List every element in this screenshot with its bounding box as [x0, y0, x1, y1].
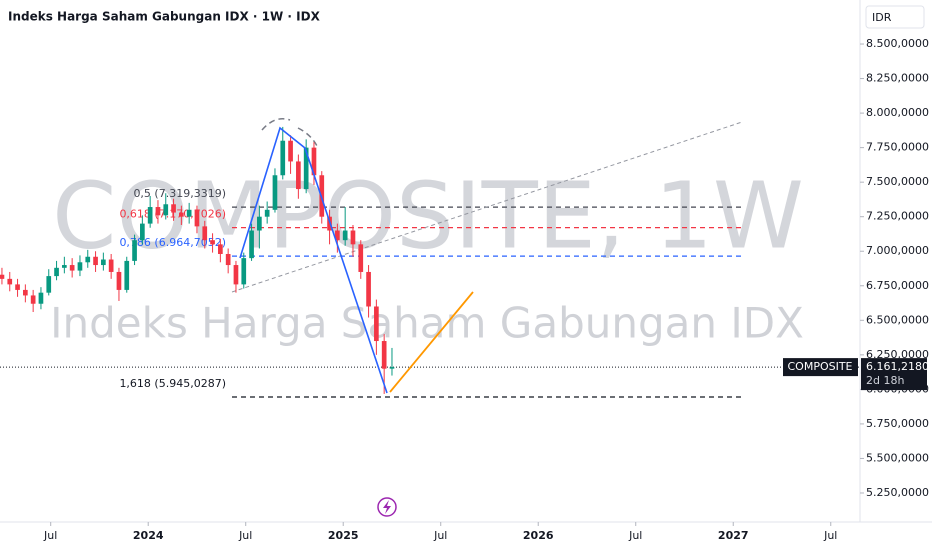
candle-body	[163, 204, 169, 216]
x-tick-label: 2027	[718, 529, 749, 542]
candle-body	[93, 256, 98, 266]
x-tick-label: 2024	[133, 529, 164, 542]
x-tick-label: 2026	[523, 529, 554, 542]
fib-label: 1,618 (5.945,0287)	[119, 377, 226, 390]
candle-body	[0, 274, 5, 279]
candle-body	[85, 256, 91, 263]
candle-body	[296, 161, 301, 190]
candle-body	[30, 295, 36, 304]
candle-body	[381, 341, 387, 369]
x-tick-label: 2025	[328, 529, 359, 542]
symbol-label: COMPOSITE	[787, 360, 852, 373]
candle-body	[23, 289, 28, 296]
candle-body	[116, 271, 122, 290]
candle-body	[77, 262, 83, 271]
watermark: COMPOSITE, 1W	[52, 162, 804, 269]
y-tick-label: 5.500,0000	[866, 451, 929, 464]
y-tick-label: 8.250,0000	[866, 72, 929, 85]
y-tick-label: 6.250,0000	[866, 348, 929, 361]
candle-body	[358, 244, 364, 272]
x-tick-label: Jul	[238, 529, 252, 542]
candle-body	[179, 212, 184, 217]
projection-line	[389, 291, 474, 393]
y-tick-label: 7.500,0000	[866, 175, 929, 188]
candle-body	[280, 140, 286, 176]
candle-body	[241, 258, 247, 285]
y-tick-label: 7.250,0000	[866, 210, 929, 223]
candle-body	[389, 367, 395, 369]
candle-body	[288, 140, 293, 162]
countdown: 2d 18h	[866, 374, 904, 387]
candle-body	[46, 276, 52, 293]
candle-body	[15, 284, 20, 290]
zigzag-line	[239, 126, 388, 394]
candle-body	[264, 209, 270, 217]
watermark-subtitle: Indeks Harga Saham Gabungan IDX	[50, 299, 804, 348]
currency: IDR	[872, 11, 892, 24]
candle-body	[38, 292, 44, 304]
candle-body	[350, 230, 356, 245]
candle-body	[303, 147, 309, 190]
candle-body	[54, 267, 59, 277]
candle-body	[225, 253, 231, 266]
x-tick-label: Jul	[823, 529, 837, 542]
candle-body	[218, 244, 223, 254]
candles	[0, 126, 395, 394]
drawings	[231, 118, 743, 293]
fib-label: 0,618 (7.170,7026)	[119, 208, 226, 221]
candle-body	[147, 207, 153, 224]
candle-body	[186, 209, 192, 217]
chart-title: Indeks Harga Saham Gabungan IDX · 1W · I…	[8, 10, 321, 24]
price-label: 6.161,2180	[866, 360, 929, 373]
y-tick-label: 6.500,0000	[866, 313, 929, 326]
candle-body	[257, 216, 262, 231]
y-tick-label: 7.750,0000	[866, 141, 929, 154]
candle-body	[194, 209, 200, 227]
candle-body	[272, 175, 278, 210]
price-box	[861, 358, 927, 391]
watermark-group: COMPOSITE, 1W Indeks Harga Saham Gabunga…	[50, 162, 804, 347]
candle-body	[233, 265, 239, 285]
tick-group: 0,5 (7.319,3319) 0,618 (7.170,7026) 0,786 …	[0, 187, 860, 398]
candle-body	[69, 265, 75, 271]
y-tick-label: 6.750,0000	[866, 279, 929, 292]
x-tick-label: Jul	[628, 529, 642, 542]
candle-body	[140, 223, 145, 241]
candle-body	[335, 230, 340, 241]
fib-label: 0,5 (7.319,3319)	[133, 187, 226, 200]
candle-body	[132, 240, 137, 261]
candle-body	[311, 147, 317, 176]
y-tick-label: 5.750,0000	[866, 417, 929, 430]
event-icon-bolt	[383, 500, 391, 514]
symbol-box	[783, 358, 858, 377]
currency-box[interactable]	[865, 5, 925, 29]
y-tick-label: 5.250,0000	[866, 486, 929, 499]
candle-body	[155, 207, 161, 216]
candle-body	[210, 240, 215, 245]
x-tick-label: Jul	[43, 529, 57, 542]
candle-body	[202, 226, 208, 241]
pattern-arcs	[261, 118, 319, 149]
axes: 8.500,0000 8.250,0000 8.000,0000 7.750,0000…	[43, 37, 929, 542]
candle-body	[108, 259, 114, 272]
fib-label: 0,786 (6.964,7052)	[119, 236, 226, 249]
price-axis	[860, 0, 932, 522]
y-tick-label: 8.000,0000	[866, 106, 929, 119]
candle-body	[342, 230, 348, 241]
candle-body	[62, 265, 67, 268]
trend-line	[231, 121, 743, 293]
candle-body	[7, 278, 13, 285]
candle-body	[374, 306, 379, 342]
x-tick-label: Jul	[433, 529, 447, 542]
y-tick-label: 8.500,0000	[866, 37, 929, 50]
overlay	[239, 126, 474, 394]
candle-body	[249, 230, 254, 259]
candle-body	[124, 260, 130, 290]
candle-body	[171, 204, 176, 213]
candle-body	[366, 271, 371, 307]
candle-body	[101, 259, 106, 266]
y-tick-label: 7.000,0000	[866, 244, 929, 257]
